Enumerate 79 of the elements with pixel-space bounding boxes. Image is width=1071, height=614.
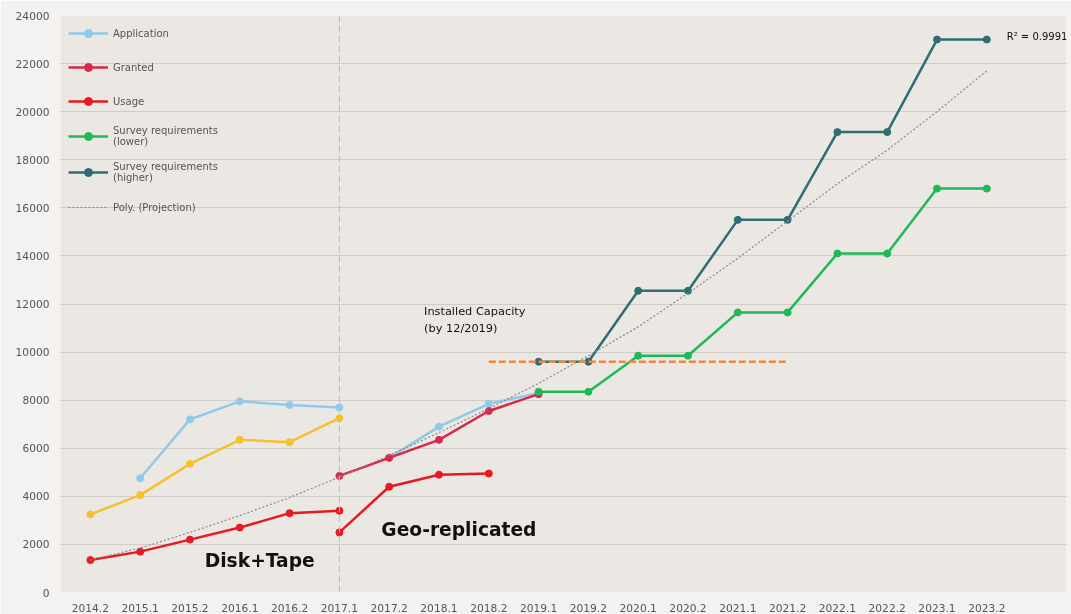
- point: [982, 35, 991, 44]
- point: [435, 470, 443, 479]
- annotation: Installed Capacity (by 12/2019): [424, 304, 526, 336]
- point: [833, 128, 842, 137]
- point: [684, 351, 692, 360]
- x-tick-label: 2022.2: [868, 601, 906, 614]
- point: [435, 435, 443, 444]
- x-tick-label: 2014.2: [71, 601, 110, 614]
- x-tick-label: 2020.1: [619, 601, 657, 614]
- point: [484, 469, 493, 478]
- point: [136, 547, 145, 556]
- x-tick-label: 2020.2: [669, 601, 707, 614]
- legend-label: Survey requirements (lower): [113, 125, 218, 147]
- x-tick-label: 2017.2: [370, 601, 408, 614]
- point: [86, 556, 95, 565]
- y-tick-label: 20000: [15, 105, 50, 119]
- x-tick-label: 2019.2: [569, 601, 608, 614]
- y-tick-label: 16000: [15, 201, 50, 215]
- point: [185, 535, 194, 544]
- point: [385, 482, 394, 491]
- point: [484, 399, 493, 408]
- point: [285, 438, 294, 447]
- legend-label: Usage: [113, 95, 145, 107]
- legend-label: Survey requirements (higher): [113, 161, 218, 183]
- point: [285, 400, 294, 409]
- point: [982, 184, 991, 193]
- x-tick-label: 2021.2: [768, 601, 807, 614]
- point: [733, 215, 742, 224]
- y-tick-label: 0: [42, 586, 50, 600]
- legend-label: Granted: [113, 61, 154, 73]
- legend-label: Application: [113, 27, 169, 39]
- point: [883, 128, 892, 137]
- point: [435, 422, 443, 431]
- x-tick-label: 2015.2: [171, 601, 209, 614]
- x-tick-label: 2016.1: [221, 601, 259, 614]
- point: [933, 184, 942, 193]
- point: [235, 435, 244, 444]
- x-tick-label: 2018.1: [420, 601, 458, 614]
- point: [783, 308, 792, 317]
- x-tick-label: 2016.2: [270, 601, 309, 614]
- y-tick-label: 8000: [22, 394, 50, 408]
- point: [136, 474, 145, 483]
- y-tick-label: 2000: [22, 538, 50, 552]
- x-tick-label: 2017.1: [320, 601, 359, 614]
- point: [185, 459, 194, 468]
- annotation: R² = 0.9991: [1006, 30, 1068, 42]
- point: [634, 286, 643, 295]
- y-tick-label: 10000: [15, 346, 50, 360]
- x-tick-label: 2015.1: [121, 601, 159, 614]
- x-tick-label: 2018.2: [470, 601, 508, 614]
- point: [883, 249, 892, 258]
- y-tick-label: 22000: [15, 57, 50, 71]
- point: [933, 35, 942, 44]
- y-tick-label: 6000: [22, 442, 50, 456]
- annotation: Disk+Tape: [204, 549, 315, 571]
- point: [733, 308, 742, 317]
- point: [634, 351, 643, 360]
- y-tick-label: 12000: [15, 298, 50, 311]
- point: [185, 415, 194, 424]
- point: [285, 509, 294, 518]
- y-tick-label: 4000: [22, 490, 50, 504]
- point: [235, 397, 244, 406]
- x-tick-label: 2022.1: [818, 601, 857, 614]
- point: [86, 510, 95, 519]
- x-tick-label: 2019.1: [519, 601, 558, 614]
- point: [235, 523, 244, 532]
- point: [136, 491, 145, 500]
- point: [335, 403, 344, 412]
- legend-label: Poly. (Projection): [113, 201, 196, 213]
- x-tick-label: 2023.1: [918, 601, 956, 614]
- point: [484, 406, 493, 415]
- annotation: Geo-replicated: [381, 518, 537, 540]
- point: [833, 249, 842, 258]
- point: [584, 387, 593, 396]
- y-tick-label: 18000: [15, 153, 50, 167]
- y-tick-label: 24000: [15, 9, 50, 23]
- x-tick-label: 2021.1: [719, 601, 757, 614]
- x-tick-label: 2023.2: [968, 601, 1006, 614]
- y-tick-label: 14000: [15, 249, 50, 263]
